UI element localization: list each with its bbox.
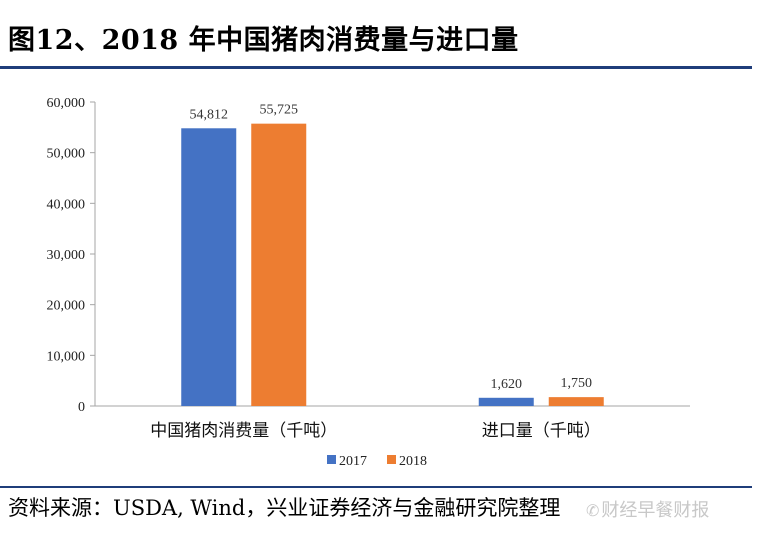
- y-tick-label: 60,000: [47, 96, 86, 111]
- data-label: 1,750: [561, 376, 593, 391]
- legend-swatch: [387, 455, 396, 464]
- legend-label: 2018: [399, 454, 427, 469]
- legend-label: 2017: [339, 454, 367, 469]
- bar: [251, 123, 307, 406]
- data-label: 54,812: [190, 107, 229, 122]
- y-tick-label: 0: [78, 400, 85, 415]
- y-tick-label: 40,000: [47, 197, 86, 212]
- category-label: 进口量（千吨）: [482, 421, 601, 441]
- y-tick-label: 30,000: [47, 248, 86, 263]
- title-rule: [0, 66, 752, 69]
- figure-title: 图12、2018 年中国猪肉消费量与进口量: [8, 25, 519, 56]
- y-tick-label: 50,000: [47, 147, 86, 162]
- bar: [478, 397, 534, 406]
- bar: [548, 397, 604, 406]
- legend-swatch: [327, 455, 336, 464]
- source-rule: [0, 486, 752, 488]
- category-label: 中国猪肉消费量（千吨）: [150, 421, 337, 441]
- y-tick-label: 10,000: [47, 349, 86, 364]
- data-label: 55,725: [260, 103, 299, 118]
- source-note: 资料来源：USDA, Wind，兴业证券经济与金融研究院整理: [8, 496, 561, 520]
- data-label: 1,620: [491, 377, 523, 392]
- bar: [181, 128, 237, 406]
- watermark-text: 财经早餐财报: [601, 500, 710, 521]
- y-tick-label: 20,000: [47, 299, 86, 314]
- wechat-icon: ✆: [586, 501, 600, 520]
- watermark: ✆ 财经早餐财报: [586, 496, 709, 522]
